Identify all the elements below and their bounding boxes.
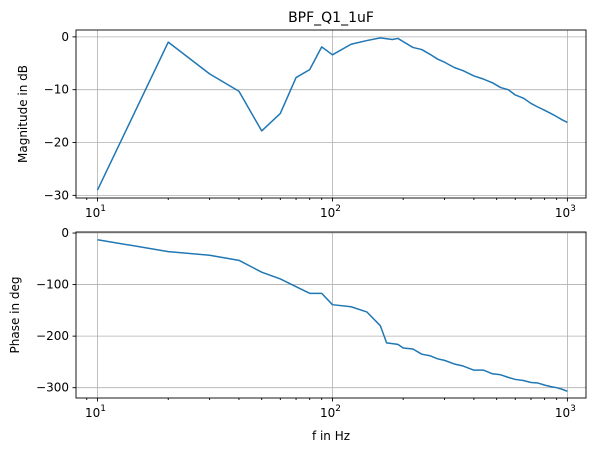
magnitude-y-tick-label: −20 <box>44 136 69 150</box>
phase-y-tick-label: −100 <box>36 278 69 292</box>
magnitude-series-line <box>96 37 568 191</box>
phase-y-tick-label: −200 <box>36 329 69 343</box>
phase-x-tick-label: 101 <box>85 404 106 420</box>
phase-plot: 101 102 103 0 −100 −200 −300 Phase in deg f in H… <box>8 226 587 443</box>
phase-axes-frame <box>75 231 587 399</box>
phase-y-tick-label: −300 <box>36 381 69 395</box>
magnitude-y-axis-label: Magnitude in dB <box>16 65 30 163</box>
chart-title: BPF_Q1_1uF <box>288 10 374 26</box>
magnitude-x-tick-label: 101 <box>85 204 106 220</box>
magnitude-x-tick-label: 103 <box>555 204 576 220</box>
magnitude-x-tick-label: 102 <box>320 204 341 220</box>
phase-y-axis-label: Phase in deg <box>8 276 22 353</box>
magnitude-plot: 101 102 103 0 −10 −20 −30 Magnitude in dB BPF_Q1… <box>16 10 587 220</box>
magnitude-y-tick-label: −10 <box>44 83 69 97</box>
magnitude-y-tick-label: −30 <box>44 188 69 202</box>
phase-series-line <box>97 238 568 392</box>
phase-x-axis-label: f in Hz <box>312 429 350 443</box>
phase-x-tick-label: 103 <box>555 404 576 420</box>
phase-y-tick-label: 0 <box>61 226 69 240</box>
phase-x-tick-label: 102 <box>320 404 341 420</box>
magnitude-axes-frame <box>75 29 587 199</box>
magnitude-y-tick-label: 0 <box>61 30 69 44</box>
